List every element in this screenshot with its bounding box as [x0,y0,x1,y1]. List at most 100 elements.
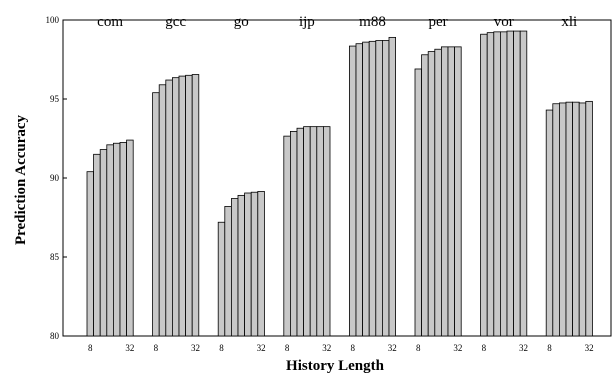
bar [158,84,167,337]
bar [519,30,528,337]
bar [257,191,265,337]
bar [191,74,200,337]
bar [414,68,422,337]
bar [178,75,186,337]
bar [421,54,429,337]
bar [440,46,449,337]
plot-border [62,19,612,337]
x-tick-label: 8 [482,343,487,353]
category-label: go [234,14,249,30]
bar [217,221,226,337]
bar [572,101,580,337]
bar [513,30,521,337]
bar [348,45,357,337]
y-axis-ticks: 80 85 90 95 100 [46,15,67,341]
bars [86,30,593,337]
bar-group-m88 [348,36,396,337]
bar-group-per [414,46,462,337]
bar [578,102,587,337]
x-tick-label: 8 [350,343,355,353]
bar [545,109,554,337]
x-tick-label: 32 [585,343,594,353]
bar [224,206,232,337]
bar-group-com [86,139,134,337]
x-tick-label: 8 [547,343,552,353]
bar [565,101,573,337]
y-tick-label: 100 [46,15,60,25]
bar [237,194,245,337]
x-tick-label: 8 [416,343,421,353]
bar [244,192,252,337]
x-tick-label: 32 [257,343,266,353]
bar [296,127,304,337]
bar [434,48,442,337]
bar [381,40,390,337]
bar [506,30,514,337]
plot-frame [62,19,612,337]
x-axis-ticks: 8 32 8 32 8 32 8 32 8 32 8 32 8 32 8 32 [88,343,594,353]
bar [99,149,108,337]
bar [283,135,291,337]
x-tick-label: 32 [125,343,134,353]
x-tick-label: 32 [322,343,331,353]
category-label: per [429,14,448,30]
bar [316,126,324,337]
bar [185,74,193,337]
bar [106,144,114,337]
category-label: ijp [299,14,315,30]
category-label: vor [494,14,514,30]
x-tick-label: 32 [453,343,462,353]
bar [230,198,239,337]
x-tick-label: 8 [154,343,159,353]
bar [171,77,180,337]
bar [322,126,331,337]
category-label: gcc [165,14,186,30]
bar [559,102,567,337]
x-tick-label: 8 [285,343,290,353]
bar-group-gcc [152,74,200,337]
bar [375,40,383,337]
bar [454,46,462,337]
bar [309,126,318,337]
y-tick-label: 80 [50,331,60,341]
bar-group-go [217,191,265,337]
bar [113,142,121,337]
bar [126,139,134,337]
bar [152,92,160,337]
y-tick-label: 85 [50,252,60,262]
bar [552,103,560,337]
category-label: com [97,14,123,30]
bar [499,31,508,337]
bar [493,31,501,337]
x-tick-label: 8 [219,343,224,353]
bar [388,36,396,337]
bar [355,43,363,337]
x-tick-label: 32 [519,343,528,353]
x-tick-label: 8 [88,343,93,353]
bar [289,130,298,337]
bar [486,32,495,337]
bar [368,40,377,337]
category-labels: com gcc go ijp m88 per vor xli [97,14,577,30]
bar [250,191,259,337]
x-tick-label: 32 [191,343,200,353]
category-label: m88 [359,14,386,30]
bar-group-ijp [283,126,331,337]
bar [362,41,370,337]
bar [585,100,593,337]
bar [427,51,436,337]
bar [93,153,101,337]
bar-group-xli [545,100,593,337]
bar [303,126,311,337]
y-tick-label: 95 [50,94,60,104]
bar [165,79,173,337]
x-axis-title: History Length [286,358,385,374]
bar [447,46,455,337]
bar-group-vor [480,30,528,337]
bar [480,33,488,337]
bar [86,171,94,337]
bar [119,142,127,337]
y-axis-title: Prediction Accuracy [13,114,29,245]
y-tick-label: 90 [50,173,60,183]
